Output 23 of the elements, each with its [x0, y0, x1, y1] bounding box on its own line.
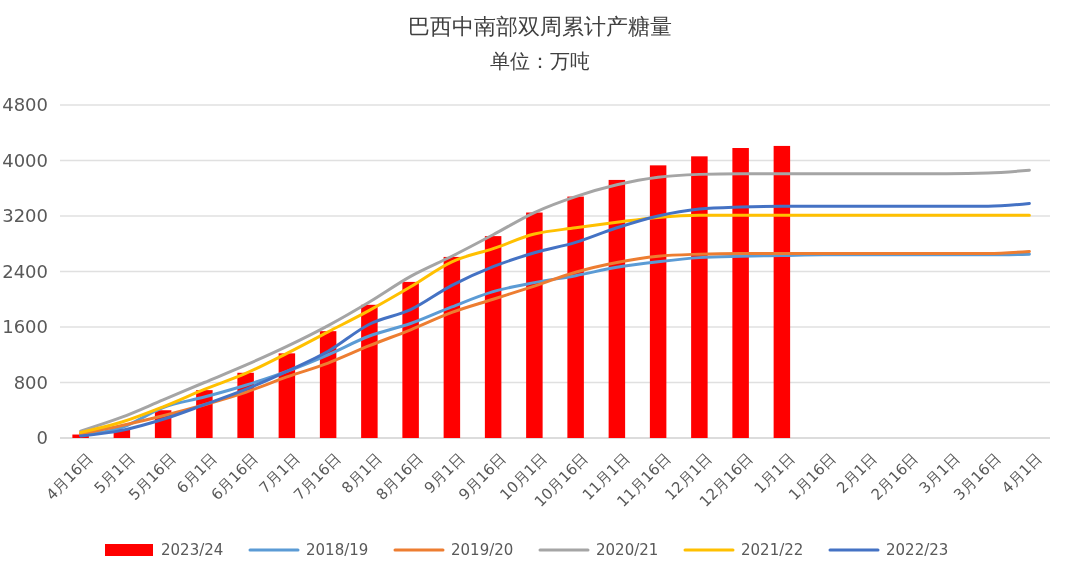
legend-label: 2019/20 [451, 541, 514, 560]
legend-label: 2018/19 [306, 541, 369, 560]
chart-subtitle: 单位：万吨 [490, 49, 590, 73]
bar [732, 148, 749, 438]
legend-label: 2021/22 [741, 541, 804, 560]
y-tick-label: 4000 [2, 149, 48, 171]
bar [526, 212, 543, 438]
legend-label: 2022/23 [886, 541, 949, 560]
y-tick-label: 4800 [2, 94, 48, 116]
legend-label: 2023/24 [161, 541, 224, 560]
bar [773, 145, 791, 438]
legend-label: 2020/21 [596, 541, 659, 560]
bar [649, 165, 667, 438]
y-tick-label: 2400 [2, 260, 48, 282]
bar [402, 281, 419, 438]
y-tick-label: 0 [36, 427, 48, 449]
y-tick-label: 3200 [2, 205, 48, 227]
bar [484, 236, 502, 438]
chart-title: 巴西中南部双周累计产糖量 [408, 14, 672, 39]
bar [567, 196, 584, 438]
bar [608, 179, 626, 438]
y-tick-label: 1600 [2, 316, 48, 338]
y-tick-label: 800 [13, 371, 48, 393]
